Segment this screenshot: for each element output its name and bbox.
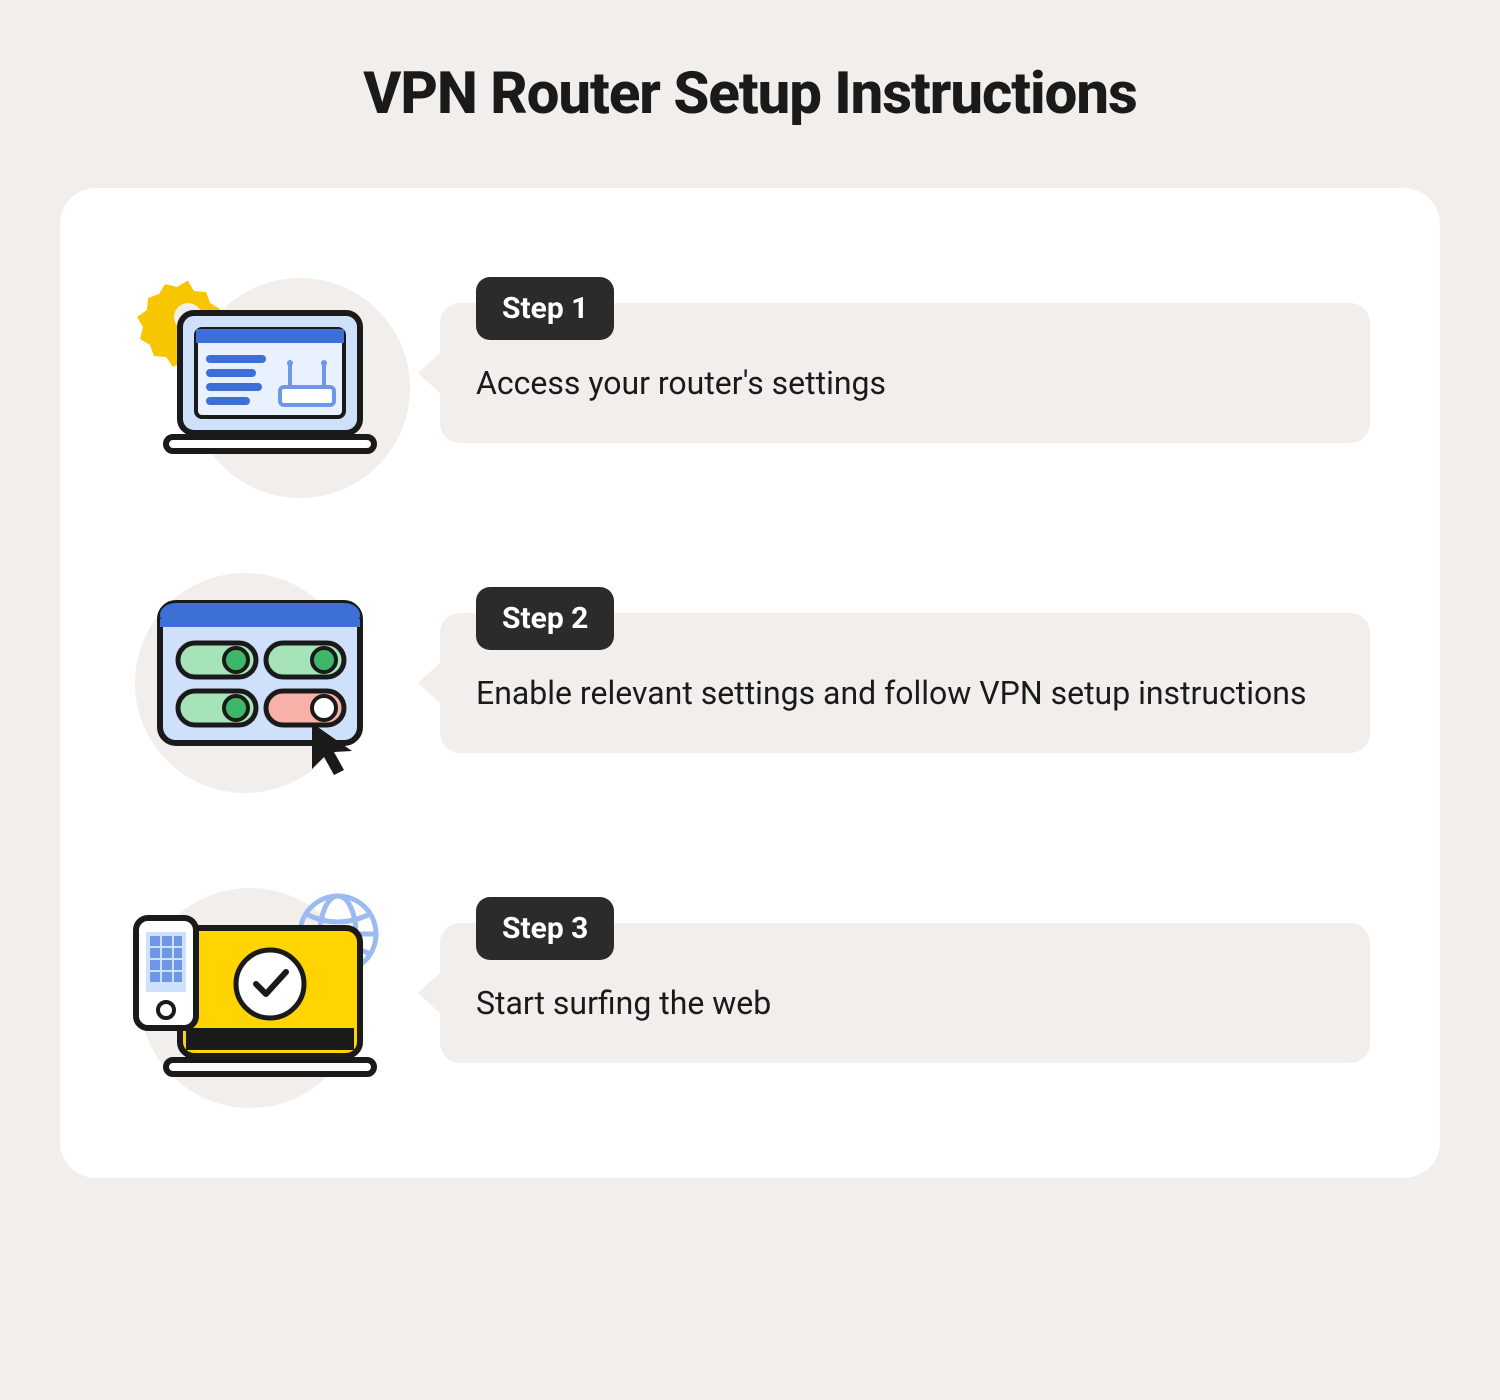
- step-row-1: Step 1 Access your router's settings: [120, 258, 1370, 488]
- step-1-icon-wrap: [120, 258, 400, 488]
- laptop-router-icon: [130, 263, 390, 483]
- step-2-icon-wrap: [120, 568, 400, 798]
- step-2-text: Enable relevant settings and follow VPN …: [476, 670, 1334, 716]
- toggles-panel-icon: [130, 573, 390, 793]
- steps-card: Step 1 Access your router's settings: [60, 188, 1440, 1178]
- step-1-text: Access your router's settings: [476, 360, 1334, 406]
- devices-globe-icon: [120, 878, 400, 1108]
- step-1-bubble: Step 1 Access your router's settings: [440, 303, 1370, 442]
- step-2-badge: Step 2: [476, 587, 614, 650]
- step-row-2: Step 2 Enable relevant settings and foll…: [120, 568, 1370, 798]
- page-title: VPN Router Setup Instructions: [60, 60, 1440, 128]
- step-1-badge: Step 1: [476, 277, 614, 340]
- step-3-text: Start surfing the web: [476, 980, 1334, 1026]
- step-3-icon-wrap: [120, 878, 400, 1108]
- step-2-bubble: Step 2 Enable relevant settings and foll…: [440, 613, 1370, 752]
- step-3-badge: Step 3: [476, 897, 614, 960]
- step-3-bubble: Step 3 Start surfing the web: [440, 923, 1370, 1062]
- step-row-3: Step 3 Start surfing the web: [120, 878, 1370, 1108]
